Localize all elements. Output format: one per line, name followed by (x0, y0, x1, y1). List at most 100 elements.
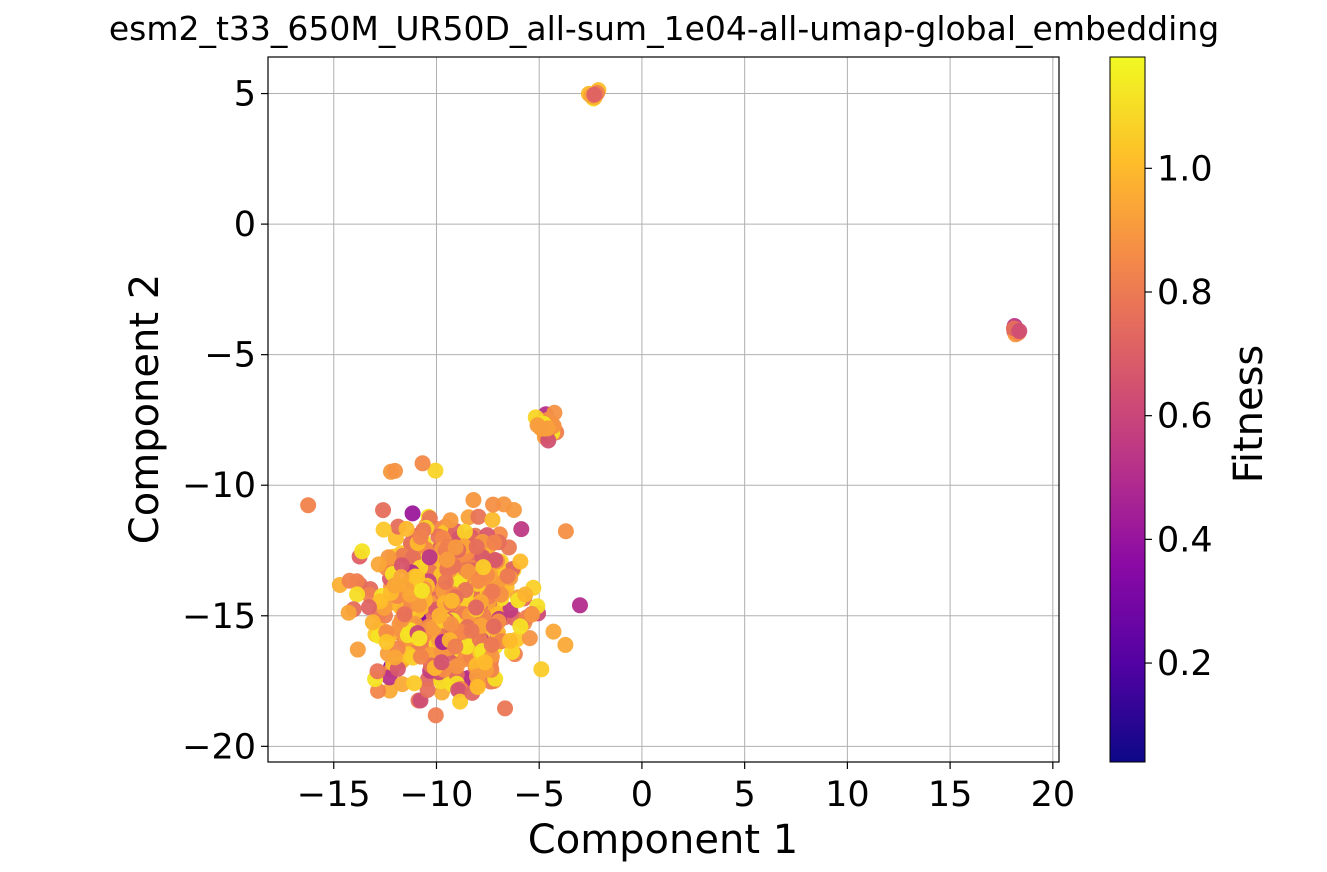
scatter-point (475, 559, 492, 576)
scatter-point (354, 543, 371, 560)
scatter-point (386, 462, 403, 479)
scatter-point (1011, 322, 1028, 339)
scatter-point (486, 534, 503, 551)
scatter-point (375, 502, 392, 519)
scatter-point (414, 455, 431, 472)
scatter-point (340, 604, 357, 621)
scatter-point (512, 553, 529, 570)
colorbar-label: Fitness (1226, 345, 1272, 484)
y-tick-label: −10 (182, 466, 256, 506)
colorbar-tick-label: 0.2 (1157, 644, 1213, 684)
scatter-point (412, 648, 429, 665)
scatter-point (447, 539, 464, 556)
scatter-point (513, 521, 530, 538)
scatter-point (414, 582, 431, 599)
scatter-point (485, 496, 502, 513)
scatter-point (487, 551, 504, 568)
colorbar-ticks: 0.2 0.4 0.6 0.8 1.0 (1145, 149, 1213, 684)
scatter-point (411, 630, 428, 647)
scatter-point (468, 599, 485, 616)
scatter-point (456, 523, 473, 540)
scatter-point (360, 599, 377, 616)
scatter-point (401, 586, 418, 603)
y-axis-label: Component 2 (122, 274, 168, 544)
axis-ticks: −15 −10 −5 0 5 10 15 20 5 0 −5 −10 −15 −20 (182, 75, 1075, 815)
scatter-point (442, 616, 459, 633)
x-tick-label: −10 (400, 775, 474, 815)
x-tick-label: 20 (1031, 775, 1076, 815)
scatter-point (460, 563, 477, 580)
chart-title: esm2_t33_650M_UR50D_all-sum_1e04-all-uma… (109, 9, 1219, 48)
scatter-point (412, 528, 429, 545)
scatter-point (468, 538, 485, 555)
x-tick-label: 10 (825, 775, 870, 815)
scatter-point (404, 505, 421, 522)
colorbar (1109, 56, 1146, 763)
scatter-point (406, 675, 423, 692)
scatter-point (349, 641, 366, 658)
scatter-point (349, 586, 366, 603)
scatter-point (427, 462, 444, 479)
scatter-point (448, 658, 465, 675)
scatter-point (533, 420, 550, 437)
scatter-point (463, 622, 480, 639)
x-tick-label: 0 (631, 775, 653, 815)
scatter-point (375, 521, 392, 538)
scatter-point (458, 638, 475, 655)
y-tick-label: 0 (234, 205, 256, 245)
scatter-point (523, 606, 540, 623)
scatter-point (476, 654, 493, 671)
scatter-point (364, 614, 381, 631)
scatter-point (393, 557, 410, 574)
scatter-point (452, 693, 469, 710)
scatter-point (386, 649, 403, 666)
scatter-point (545, 623, 562, 640)
scatter-point (300, 497, 317, 514)
colorbar-tick-label: 0.6 (1157, 397, 1213, 437)
scatter-point (465, 491, 482, 508)
scatter-point (502, 632, 519, 649)
colorbar-tick-label: 1.0 (1157, 149, 1213, 189)
scatter-point (370, 556, 387, 573)
scatter-point (483, 637, 500, 654)
scatter-point (437, 573, 454, 590)
scatter-point (533, 661, 550, 678)
colorbar-tick-label: 0.8 (1157, 273, 1213, 313)
plot-frame (267, 56, 1060, 763)
scatter-point (427, 707, 444, 724)
scatter-point (546, 404, 563, 421)
scatter-point (557, 636, 574, 653)
y-tick-label: −20 (182, 727, 256, 767)
y-tick-label: −15 (182, 597, 256, 637)
scatter-point (485, 618, 502, 635)
scatter-point (341, 572, 358, 589)
scatter-point (512, 618, 529, 635)
scatter-point (381, 682, 398, 699)
scatter-point (557, 523, 574, 540)
colorbar-tick-label: 0.4 (1157, 520, 1213, 560)
scatter-points (300, 82, 1028, 724)
scatter-point (378, 634, 395, 651)
scatter-point (421, 549, 438, 566)
scatter-point (571, 597, 588, 614)
scatter-point (447, 638, 464, 655)
scatter-point (484, 583, 501, 600)
y-tick-label: −5 (204, 336, 256, 376)
scatter-point (394, 676, 411, 693)
x-axis-label: Component 1 (528, 817, 798, 863)
scatter-point (409, 568, 426, 585)
scatter-point (470, 572, 487, 589)
scatter-point (431, 607, 448, 624)
scatter-point (389, 577, 406, 594)
scatter-point (540, 432, 557, 449)
scatter-point (439, 551, 456, 568)
scatter-point (484, 511, 501, 528)
scatter-point (442, 512, 459, 529)
scatter-point (469, 678, 486, 695)
scatter-point (586, 86, 603, 103)
scatter-point (521, 630, 538, 647)
x-tick-label: 15 (928, 775, 973, 815)
scatter-point (369, 663, 386, 680)
scatter-point (499, 567, 516, 584)
